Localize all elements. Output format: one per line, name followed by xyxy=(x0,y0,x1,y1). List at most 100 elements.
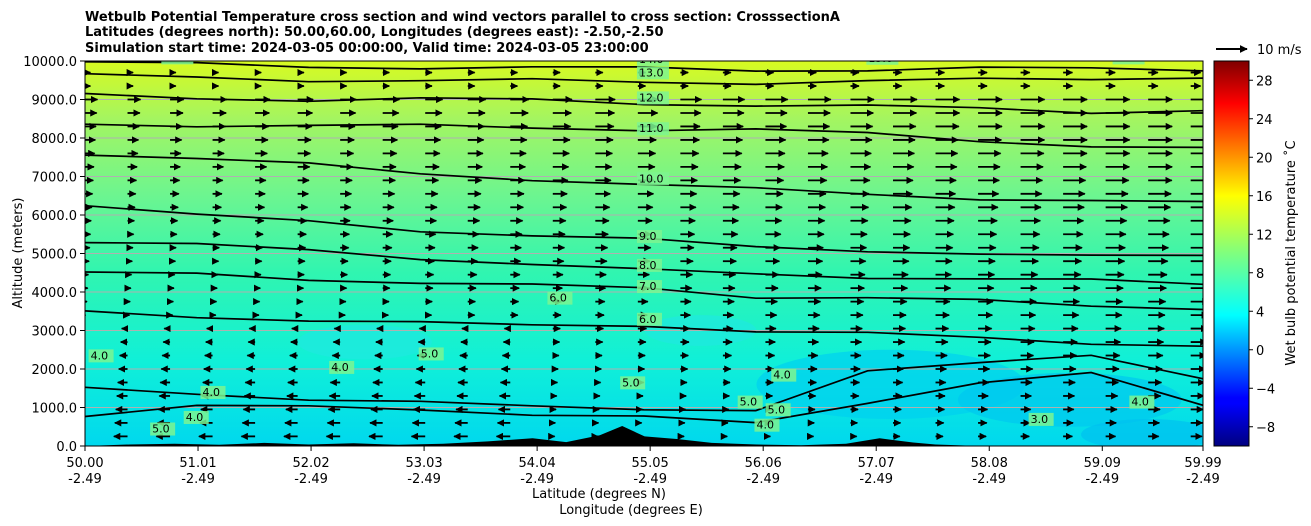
contour-label: 5.0 xyxy=(768,403,786,416)
contour-label-bg xyxy=(754,418,780,432)
plot-area: 15.0 14.013.0 12.0 11.0 10.0 9.0 8.0 7.0 6.0 6.0 5… xyxy=(85,51,1203,446)
contour-label-bg xyxy=(88,349,114,363)
y-tick-label: 4000.0 xyxy=(32,286,78,301)
contour-label-bg xyxy=(418,347,444,361)
colorbar-tick-label: 12 xyxy=(1256,228,1273,243)
contour-label: 6.0 xyxy=(549,292,567,305)
contour-label: 5.0 xyxy=(740,396,758,409)
x-tick-label-latitude: 56.06 xyxy=(745,456,782,471)
contour-label-bg xyxy=(161,61,194,65)
contour-label-bg xyxy=(1129,395,1155,409)
contour-label: 15.0 xyxy=(163,51,188,64)
x-tick-label-longitude: -2.49 xyxy=(746,472,780,487)
contour-label-bg xyxy=(636,230,662,244)
contour-label: 11.0 xyxy=(639,122,664,135)
contour-label: 4.0 xyxy=(203,386,221,399)
contour-line xyxy=(85,92,1203,115)
wind-vectors xyxy=(85,68,1203,440)
x-tick-label-longitude: -2.49 xyxy=(633,472,667,487)
contour-label: 4.0 xyxy=(756,419,774,432)
contour-label: 6.0 xyxy=(639,313,657,326)
contour-line xyxy=(85,72,1203,86)
contour-label: 4.0 xyxy=(186,411,204,424)
contour-label: 5.0 xyxy=(152,423,170,436)
y-tick-label: 8000.0 xyxy=(32,132,78,147)
contour-label: 4.0 xyxy=(91,349,109,362)
contour-label: 9.0 xyxy=(639,230,657,243)
x-tick-label-longitude: -2.49 xyxy=(1186,472,1220,487)
colour-patch xyxy=(297,324,432,360)
colorbar-tick-label: 24 xyxy=(1256,113,1273,128)
x-tick-label-latitude: 59.99 xyxy=(1184,456,1221,471)
contour-label-bg xyxy=(636,312,662,326)
x-tick-label-longitude: -2.49 xyxy=(520,472,554,487)
y-tick-label: 3000.0 xyxy=(32,325,78,340)
x-tick-label-latitude: 51.01 xyxy=(179,456,216,471)
contour-label-bg xyxy=(636,66,669,80)
contour-label: 14.0 xyxy=(639,53,664,66)
x-axis: 50.00-2.4951.01-2.4952.02-2.4953.03-2.49… xyxy=(66,446,1222,487)
contour-label: 10.0 xyxy=(639,172,664,185)
contour-label-bg xyxy=(636,258,662,272)
x-tick-label-longitude: -2.49 xyxy=(859,472,893,487)
title-line-2: Latitudes (degrees north): 50.00,60.00, … xyxy=(85,25,664,40)
colour-patch xyxy=(957,372,1182,427)
terrain xyxy=(85,426,1203,446)
y-tick-label: 2000.0 xyxy=(32,363,78,378)
contour-label-bg xyxy=(771,368,797,382)
contour-label-bg xyxy=(737,395,763,409)
contour-label: 4.0 xyxy=(773,369,791,382)
x-tick-label-latitude: 58.08 xyxy=(971,456,1008,471)
x-tick-label-latitude: 52.02 xyxy=(292,456,329,471)
contour-label-bg xyxy=(866,61,899,65)
x-tick-label-latitude: 59.09 xyxy=(1084,456,1121,471)
contour-label-bg xyxy=(620,376,646,390)
colorbar: 28 24 20 16 12 8 4 0 −4 −8 Wet bulb potential tem… xyxy=(1213,60,1299,447)
contour-label: 8.0 xyxy=(639,259,657,272)
contour-label-bg xyxy=(765,403,791,417)
contour-label: 13.0 xyxy=(639,66,664,79)
colorbar-tick-label: −4 xyxy=(1256,382,1275,397)
contour-label-bg xyxy=(1112,61,1145,65)
contour-line xyxy=(85,354,1203,412)
colorbar-tick-label: 16 xyxy=(1256,190,1273,205)
contour-label-bg xyxy=(547,291,573,305)
y-tick-label: 5000.0 xyxy=(32,248,78,263)
contour-label-bg xyxy=(636,172,669,186)
y-tick-label: 0.0 xyxy=(56,440,77,455)
x-tick-label-latitude: 55.05 xyxy=(632,456,669,471)
x-tick-label-longitude: -2.49 xyxy=(972,472,1006,487)
contour-label: 7.0 xyxy=(639,280,657,293)
contour-label: 4.0 xyxy=(331,361,349,374)
quiver-key-label: 10 m/s xyxy=(1257,43,1302,58)
contour-label-bg xyxy=(150,422,176,436)
contour-labels: 15.0 14.013.0 12.0 11.0 10.0 9.0 8.0 7.0 6.0 6.0 5… xyxy=(88,51,1155,436)
contour-label-bg xyxy=(1028,412,1054,426)
x-tick-label-latitude: 54.04 xyxy=(519,456,556,471)
contour-line xyxy=(85,371,1203,424)
contour-label: 4.0 xyxy=(1131,396,1149,409)
x-tick-label-longitude: -2.49 xyxy=(407,472,441,487)
colorbar-tick-label: 4 xyxy=(1256,305,1264,320)
contour-label-bg xyxy=(200,385,226,399)
contour-label: 15.0 xyxy=(868,52,893,65)
x-tick-label-longitude: -2.49 xyxy=(1085,472,1119,487)
contour-label-bg xyxy=(329,360,355,374)
contour-label-bg xyxy=(183,410,209,424)
colorbar-label: Wet bulb potential temperature ˚C xyxy=(1283,140,1299,365)
colorbar-tick-label: 8 xyxy=(1256,267,1264,282)
contour-label-bg xyxy=(636,280,662,294)
contour-line xyxy=(85,310,1203,348)
x-tick-label-latitude: 57.07 xyxy=(858,456,895,471)
x-tick-label-longitude: -2.49 xyxy=(181,472,215,487)
title-line-3: Simulation start time: 2024-03-05 00:00:… xyxy=(85,41,649,56)
x-tick-label-longitude: -2.49 xyxy=(68,472,102,487)
contour-label-bg xyxy=(636,91,669,105)
colorbar-gradient xyxy=(1213,60,1250,447)
x-axis-label-longitude: Longitude (degrees E) xyxy=(559,503,703,518)
contour-label: 12.0 xyxy=(639,91,664,104)
contour-label: 3.0 xyxy=(1031,413,1049,426)
contour-label: 5.0 xyxy=(622,376,640,389)
x-tick-label-longitude: -2.49 xyxy=(294,472,328,487)
